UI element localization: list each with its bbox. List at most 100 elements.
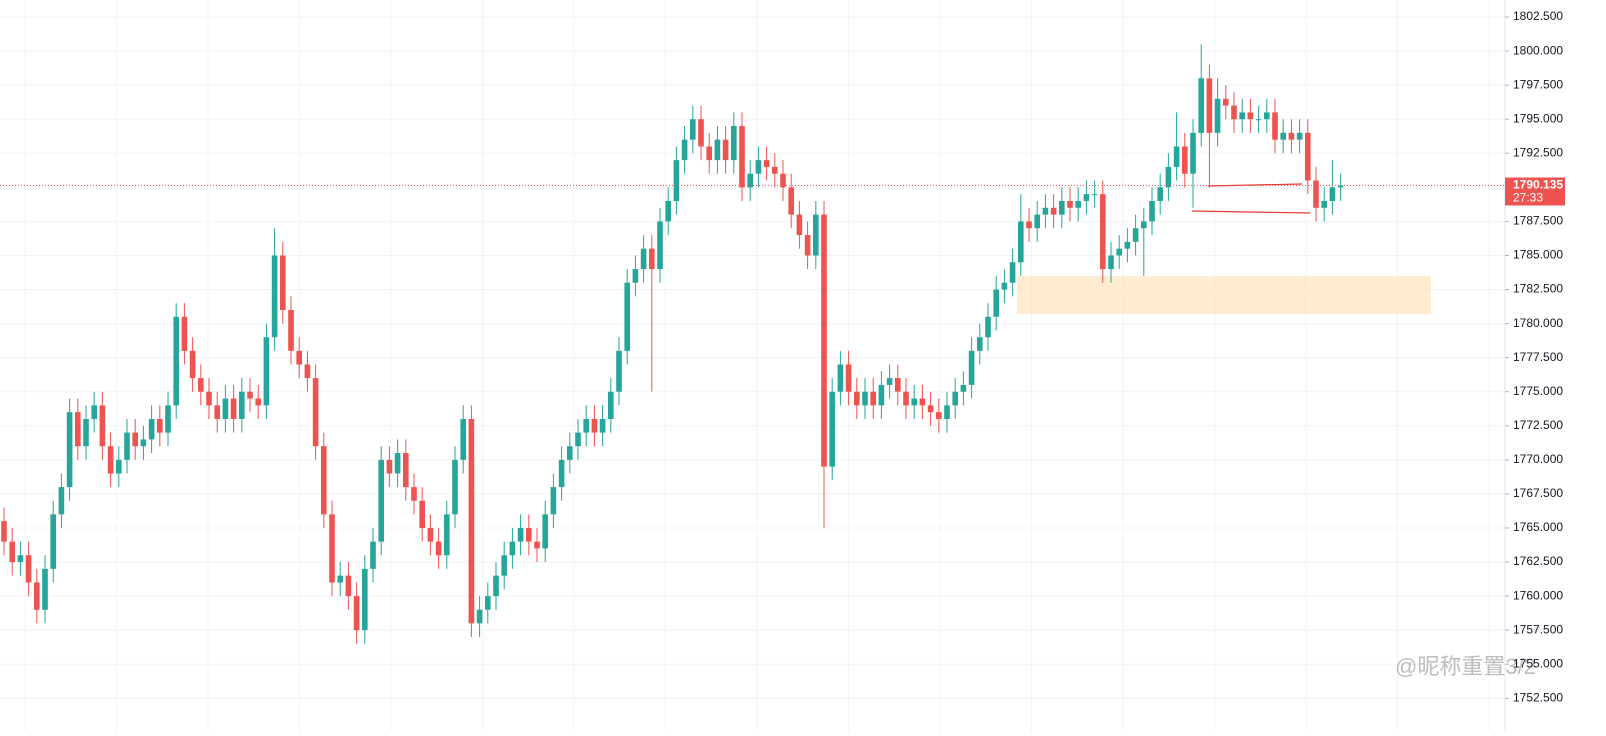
candle-body [83,418,89,447]
candle-body [550,487,557,515]
candle-body [107,446,114,474]
candle-body [657,221,663,270]
candle-body [583,418,589,433]
candle-body [189,350,196,379]
y-tick-label: 1792.500 [1513,145,1563,159]
candle-body [526,527,532,542]
candle-body [411,487,417,501]
candle-body [362,568,368,631]
candle-body [534,541,540,549]
candle-body [755,160,762,174]
candle-body [370,541,376,569]
candle-body [435,541,442,556]
candle-body [493,575,499,597]
candle-body [1067,200,1073,208]
candle-body [1083,194,1090,201]
candle-body [517,527,524,542]
candle-body [895,378,901,392]
candle-body [829,391,835,467]
candle-body [485,596,491,610]
candle-body [247,391,253,399]
candle-body [722,139,729,161]
candle-body [9,541,15,563]
candle-body [386,459,393,474]
candle-body [772,166,778,174]
candle-body [50,514,56,569]
candle-body [1165,166,1172,188]
candle-body [632,269,639,283]
candle-body [698,119,704,147]
candle-body [1280,132,1286,140]
candle-body [501,555,507,576]
candle-body [198,378,204,392]
candle-body [1108,255,1114,270]
candle-body [1009,262,1016,283]
candle-body [567,446,573,460]
candle-body [312,378,319,447]
candle-body [1100,194,1106,270]
candle-body [1,521,7,542]
candle-body [1182,146,1188,174]
candles [1,44,1344,644]
candle-body [403,453,409,488]
candle-body [1337,185,1344,188]
price-tag [1505,177,1565,206]
candle-body [968,350,975,385]
candle-body [444,514,450,556]
countdown-label: 27:33 [1513,191,1543,205]
candle-body [649,248,655,270]
candle-body [116,459,122,474]
candle-body [813,214,819,256]
candle-body [960,384,967,392]
candle-body [1239,112,1245,120]
candle-body [419,500,425,528]
candle-body [616,350,622,392]
candle-body [599,418,606,433]
candle-body [468,418,475,624]
candle-body [34,582,40,610]
candle-body [148,418,155,440]
candle-body [140,439,147,447]
candle-body [263,337,270,406]
candle-body [591,418,598,433]
candle-body [181,316,188,351]
y-tick-label: 1775.000 [1513,384,1563,398]
candle-body [1206,78,1213,133]
candle-body [1329,187,1336,201]
candle-body [845,364,852,392]
candle-body [255,398,261,406]
candle-body [1149,200,1155,222]
candle-body [854,391,860,406]
candle-body [321,446,327,515]
candle-body [870,391,876,406]
candle-body [763,160,770,167]
candle-body [222,398,229,419]
candle-body [747,173,753,188]
candle-body [17,555,24,563]
candle-body [575,432,581,447]
candle-body [1288,132,1295,140]
candle-body [1264,112,1270,120]
zone [1017,276,1431,314]
candle-body [1050,207,1057,215]
candle-body [837,364,844,392]
candle-body [280,255,286,310]
candle-body [788,187,794,215]
candle-body [739,126,745,188]
candle-body [214,405,220,419]
candle-body [1223,98,1229,106]
y-tick-label: 1777.500 [1513,350,1563,364]
candle-body [427,527,434,542]
candle-body [1321,200,1327,208]
grid [0,0,1505,731]
candle-body [608,391,614,419]
candle-body [329,514,335,583]
candle-body [1272,112,1278,140]
candle-body [1296,132,1303,140]
candle-body [1231,105,1237,120]
candle-body [1018,221,1024,263]
y-tick-label: 1755.000 [1513,656,1563,670]
y-tick-label: 1772.500 [1513,418,1563,432]
y-tick-label: 1765.000 [1513,520,1563,534]
candle-body [476,609,483,624]
